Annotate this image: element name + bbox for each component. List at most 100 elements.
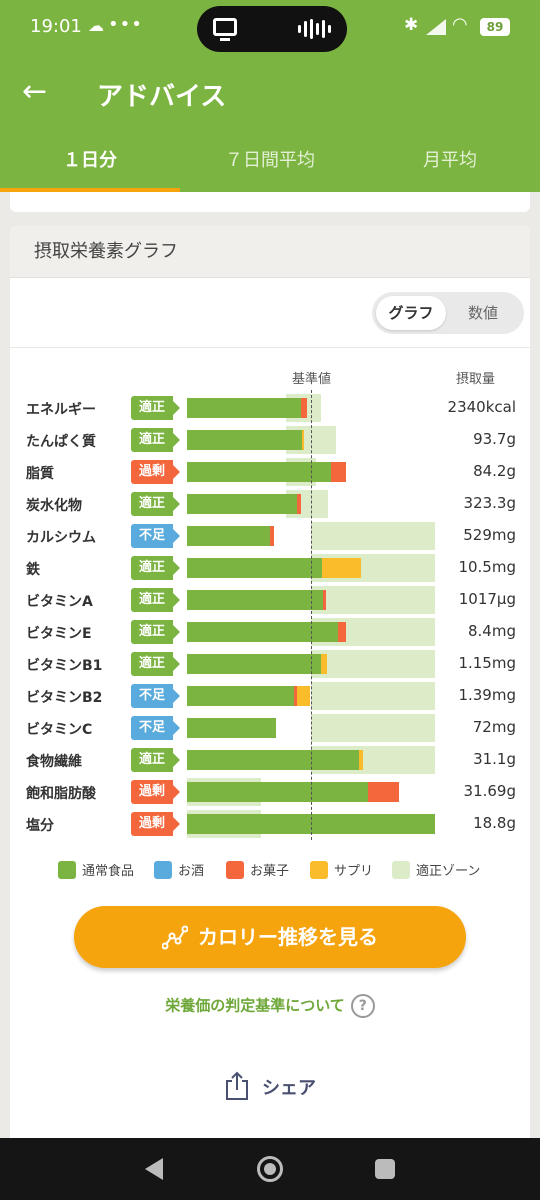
intake-value: 1.39mg — [458, 686, 516, 704]
bar-segment-normal — [187, 462, 331, 482]
bar-segment-normal — [187, 558, 323, 578]
intake-value: 1.15mg — [458, 654, 516, 672]
system-nav-bar — [0, 1138, 540, 1200]
period-tabs: １日分 ７日間平均 月平均 — [0, 136, 540, 192]
back-arrow-icon[interactable]: ← — [22, 74, 48, 109]
trend-chart-icon — [162, 925, 188, 949]
bluetooth-icon: ✱ — [404, 15, 419, 35]
intake-value: 2340kcal — [447, 398, 516, 416]
legend-swatch — [392, 861, 410, 879]
bar-segment-normal — [187, 654, 321, 674]
media-pill[interactable] — [197, 6, 347, 52]
legend-label: お酒 — [178, 864, 205, 879]
nutrient-row: 塩分 過剰 18.8g — [10, 810, 530, 838]
view-toggle[interactable]: グラフ 数値 — [372, 292, 524, 334]
bar-segment-snack — [323, 590, 326, 610]
status-badge: 過剰 — [131, 780, 180, 804]
status-badge: 不足 — [131, 524, 180, 548]
nutrient-label: ビタミンC — [26, 722, 93, 738]
card-title: 摂取栄養素グラフ — [10, 226, 530, 278]
nav-back-icon[interactable] — [145, 1158, 163, 1180]
view-calorie-trend-button[interactable]: カロリー推移を見る — [74, 906, 466, 968]
reference-line — [311, 390, 312, 840]
intake-value: 10.5mg — [458, 558, 516, 576]
intake-value: 529mg — [463, 526, 516, 544]
tab-monthly-average[interactable]: 月平均 — [423, 150, 477, 171]
legend-swatch — [310, 861, 328, 879]
status-badge: 適正 — [131, 556, 180, 580]
intake-value: 8.4mg — [468, 622, 516, 640]
intake-value: 72mg — [472, 718, 516, 736]
bar-segment-snack — [330, 462, 346, 482]
nutrient-row: 飽和脂肪酸 過剰 31.69g — [10, 778, 530, 806]
audio-wave-icon — [298, 19, 331, 39]
wifi-icon: ◠ — [452, 14, 468, 35]
bar-segment-normal — [187, 398, 302, 418]
optimal-zone — [311, 714, 435, 742]
legend-swatch — [58, 861, 76, 879]
nutrient-label: ビタミンA — [26, 594, 93, 610]
status-bar: 19:01 ☁ ••• ✱ ◠ 89 — [0, 0, 540, 56]
nutrient-label: ビタミンE — [26, 626, 92, 642]
bar-segment-supplement — [297, 686, 310, 706]
intake-value: 93.7g — [473, 430, 516, 448]
toggle-graph[interactable]: グラフ — [376, 296, 446, 330]
legend-swatch — [226, 861, 244, 879]
status-time: 19:01 — [30, 16, 82, 37]
nutrient-row: ビタミンA 適正 1017µg — [10, 586, 530, 614]
nutrient-row: カルシウム 不足 529mg — [10, 522, 530, 550]
nutrient-row: エネルギー 適正 2340kcal — [10, 394, 530, 422]
cast-tv-icon — [213, 18, 237, 41]
bar-segment-normal — [187, 622, 339, 642]
intake-value: 84.2g — [473, 462, 516, 480]
bar-segment-supplement — [302, 430, 305, 450]
intake-value: 1017µg — [458, 590, 516, 608]
previous-card-edge — [10, 192, 530, 212]
legend-item: お菓子 — [226, 860, 289, 879]
bar-segment-snack — [368, 782, 400, 802]
nutrient-row: たんぱく質 適正 93.7g — [10, 426, 530, 454]
bar-segment-normal — [187, 686, 294, 706]
legend-item: 通常食品 — [58, 860, 134, 879]
nutrient-row: ビタミンC 不足 72mg — [10, 714, 530, 742]
toggle-numbers[interactable]: 数値 — [467, 304, 498, 322]
nav-home-icon[interactable] — [257, 1156, 283, 1182]
status-badge: 適正 — [131, 428, 180, 452]
nutrient-label: 脂質 — [26, 466, 54, 482]
app-bar: ← アドバイス — [0, 56, 540, 136]
bar-segment-normal — [187, 430, 303, 450]
legend-label: お菓子 — [250, 864, 290, 879]
share-button[interactable]: シェア — [10, 1071, 530, 1101]
status-badge: 不足 — [131, 684, 180, 708]
nutrient-label: 鉄 — [26, 562, 40, 578]
status-badge: 過剰 — [131, 812, 180, 836]
tab-one-day[interactable]: １日分 — [0, 136, 180, 192]
nutrient-row: ビタミンB2 不足 1.39mg — [10, 682, 530, 710]
tab-seven-day-average[interactable]: ７日間平均 — [225, 150, 315, 171]
game-controller-icon: ☁ — [88, 16, 104, 35]
bar-segment-normal — [187, 718, 277, 738]
nutrient-label: ビタミンB1 — [26, 658, 103, 674]
legend-item: お酒 — [154, 860, 204, 879]
bar-segment-normal — [187, 750, 360, 770]
bar-segment-snack — [338, 622, 346, 642]
help-icon[interactable]: ? — [350, 994, 375, 1018]
criteria-link-label: 栄養価の判定基準について — [165, 996, 345, 1015]
criteria-link[interactable]: 栄養価の判定基準について? — [10, 994, 530, 1018]
nutrient-row: 食物繊維 適正 31.1g — [10, 746, 530, 774]
nutrient-row: 炭水化物 適正 323.3g — [10, 490, 530, 518]
legend-item: 適正ゾーン — [392, 860, 480, 879]
status-badge: 適正 — [131, 652, 180, 676]
nutrient-label: たんぱく質 — [26, 434, 96, 450]
nutrient-label: カルシウム — [26, 530, 96, 546]
nutrient-chart: 基準値 摂取量 エネルギー 適正 2340kcal たんぱく質 適正 93.7g 脂質 過剰 8… — [10, 348, 530, 848]
optimal-zone — [311, 682, 435, 710]
chart-legend: 通常食品 お酒 お菓子 サプリ 適正ゾーン — [10, 856, 530, 882]
nutrient-label: 塩分 — [26, 818, 54, 834]
more-notifications-icon: ••• — [108, 14, 143, 35]
intake-value: 323.3g — [463, 494, 516, 512]
bar-segment-supplement — [322, 558, 361, 578]
nav-recents-icon[interactable] — [375, 1159, 395, 1179]
legend-item: サプリ — [310, 860, 373, 879]
bar-segment-snack — [293, 686, 298, 706]
